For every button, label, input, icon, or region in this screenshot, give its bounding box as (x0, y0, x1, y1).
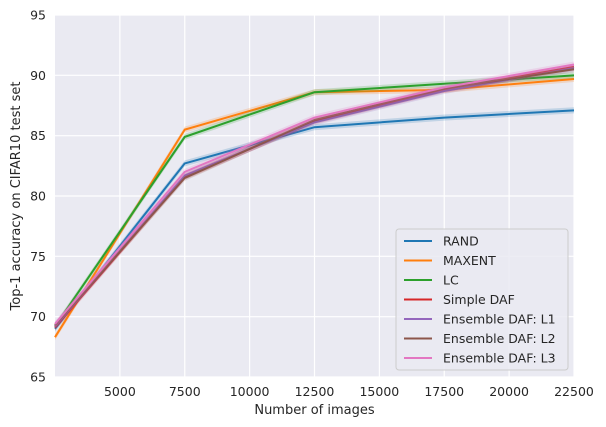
x-tick-label: 5000 (104, 384, 136, 399)
y-tick-labels: 65 70 75 80 85 90 95 (30, 8, 46, 385)
series-layer (54, 61, 575, 341)
series-band-ensemble-daf-l3 (55, 61, 574, 327)
series-band-ensemble-daf-l2 (55, 66, 574, 329)
legend-label: MAXENT (443, 253, 496, 268)
legend: RAND MAXENT LC Simple DAF Ensemble DAF: L1 En… (395, 228, 569, 371)
legend-label: Ensemble DAF: L2 (443, 331, 556, 346)
x-axis-label: Number of images (254, 403, 375, 418)
y-tick-label: 90 (30, 68, 46, 83)
y-tick-label: 95 (30, 8, 46, 23)
series-line-ensemble-daf-l2 (54, 68, 575, 326)
series-line-ensemble-daf-l3 (54, 63, 575, 325)
x-tick-label: 20000 (489, 384, 529, 399)
y-axis-label: Top-1 accuracy on CIFAR10 test set (9, 82, 24, 312)
legend-box (395, 228, 569, 371)
x-tick-label: 7500 (169, 384, 201, 399)
y-tick-label: 75 (30, 249, 46, 264)
legend-label: Simple DAF (443, 292, 515, 307)
x-tick-label: 17500 (424, 384, 464, 399)
legend-label: Ensemble DAF: L1 (443, 312, 556, 327)
legend-label: RAND (443, 234, 479, 249)
x-tick-label: 10000 (230, 384, 270, 399)
x-tick-labels: 5000 7500 10000 12500 15000 17500 20000 22500 (104, 384, 594, 399)
y-tick-label: 80 (30, 189, 46, 204)
y-tick-label: 85 (30, 128, 46, 143)
y-tick-label: 70 (30, 309, 46, 324)
series-line-lc (54, 74, 575, 327)
x-tick-label: 12500 (295, 384, 335, 399)
legend-label: LC (443, 273, 459, 288)
x-tick-label: 15000 (359, 384, 399, 399)
legend-label: Ensemble DAF: L3 (443, 351, 556, 366)
y-tick-label: 65 (30, 370, 46, 385)
series-line-rand (54, 109, 575, 330)
x-tick-label: 22500 (554, 384, 594, 399)
